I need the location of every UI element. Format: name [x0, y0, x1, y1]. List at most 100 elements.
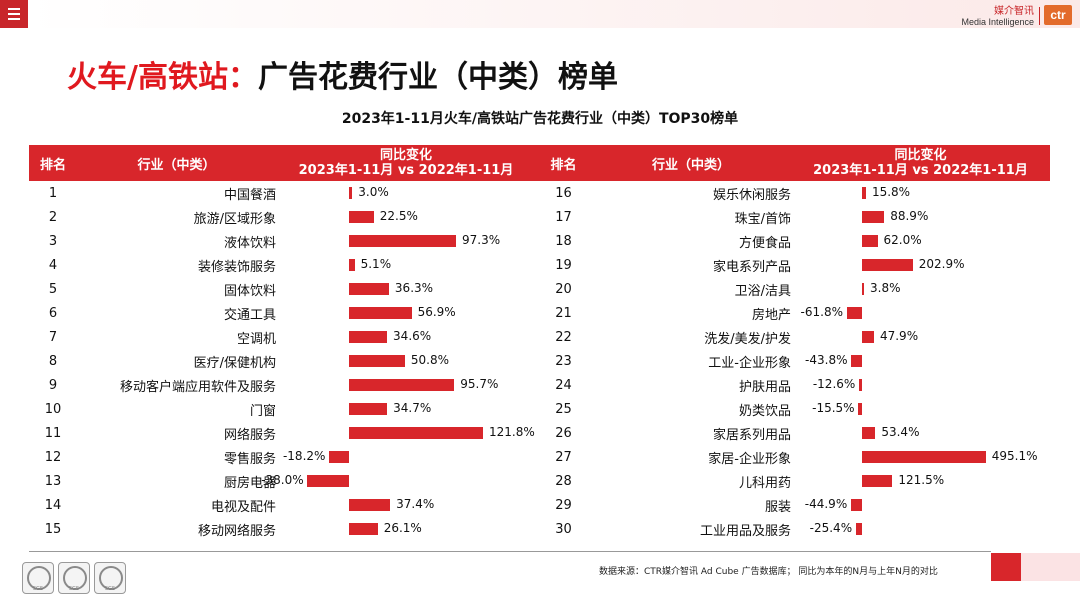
- change-bar: [858, 379, 862, 391]
- change-bar: [349, 355, 405, 367]
- certification-badges: SGS SGS SGS: [22, 562, 126, 594]
- header-rank: 排名: [536, 145, 591, 181]
- footer-divider: [29, 551, 991, 552]
- ranking-table-left: 排名 行业（中类） 同比变化 2023年1-11月 vs 2022年1-11月 …: [29, 145, 536, 541]
- industry-cell: 工业用品及服务: [699, 523, 791, 539]
- menu-button[interactable]: [0, 0, 28, 28]
- table-row: 24 护肤用品 -12.6%: [536, 373, 1050, 397]
- change-label: 34.6%: [393, 329, 432, 343]
- rank-cell: 29: [555, 497, 572, 513]
- industry-cell: 电视及配件: [210, 499, 276, 515]
- sgs-badge-icon: SGS: [58, 562, 90, 594]
- change-cell: 34.7%: [276, 397, 536, 421]
- change-label: -25.4%: [809, 521, 853, 535]
- rank-cell: 24: [555, 377, 572, 393]
- industry-cell: 娱乐休闲服务: [712, 187, 791, 203]
- sgs-badge-icon: SGS: [94, 562, 126, 594]
- header-change-title: 同比变化: [894, 148, 947, 163]
- industry-cell: 洗发/美发/护发: [704, 331, 791, 347]
- change-cell: 37.4%: [276, 493, 536, 517]
- change-label: -38.0%: [261, 473, 304, 487]
- change-bar: [349, 331, 388, 343]
- header-change-period: 2023年1-11月 vs 2022年1-11月: [298, 163, 514, 178]
- change-bar: [858, 403, 862, 415]
- table-row: 25 奶类饮品 -15.5%: [536, 397, 1050, 421]
- change-label: 121.8%: [488, 425, 535, 439]
- change-bar: [862, 259, 913, 271]
- rank-cell: 3: [48, 233, 58, 249]
- change-label: -43.8%: [805, 353, 848, 367]
- header-change: 同比变化 2023年1-11月 vs 2022年1-11月: [791, 145, 1050, 181]
- table-row: 12 零售服务 -18.2%: [29, 445, 536, 469]
- change-label: 5.1%: [360, 257, 392, 271]
- industry-cell: 家居-企业形象: [708, 451, 791, 467]
- ctr-logo: ctr: [1044, 5, 1072, 25]
- table-row: 13 厨房电器 -38.0%: [29, 469, 536, 493]
- rank-cell: 1: [48, 185, 58, 201]
- rank-cell: 9: [48, 377, 58, 393]
- change-label: 37.4%: [396, 497, 435, 511]
- header-change-title: 同比变化: [379, 148, 432, 163]
- industry-cell: 中国餐酒: [223, 187, 276, 203]
- change-cell: 121.5%: [791, 469, 1050, 493]
- change-cell: 95.7%: [276, 373, 536, 397]
- change-cell: 62.0%: [791, 229, 1050, 253]
- table-row: 11 网络服务 121.8%: [29, 421, 536, 445]
- rank-cell: 11: [44, 425, 62, 441]
- page-title: 火车/高铁站：广告花费行业（中类）榜单: [67, 52, 618, 96]
- change-cell: 15.8%: [791, 181, 1050, 205]
- change-label: 62.0%: [883, 233, 922, 247]
- change-bar: [349, 427, 483, 439]
- brand-en: Media Intelligence: [961, 17, 1034, 27]
- change-bar: [349, 211, 374, 223]
- change-bar: [349, 499, 391, 511]
- rank-cell: 5: [48, 281, 58, 297]
- change-label: 34.7%: [393, 401, 432, 415]
- change-label: -12.6%: [812, 377, 856, 391]
- table-header: 排名 行业（中类） 同比变化 2023年1-11月 vs 2022年1-11月: [536, 145, 1050, 181]
- footer-red-block: [991, 553, 1021, 581]
- change-bar: [862, 283, 864, 295]
- change-cell: -12.6%: [791, 373, 1050, 397]
- industry-cell: 门窗: [249, 403, 276, 419]
- rank-cell: 30: [555, 521, 572, 537]
- table-row: 30 工业用品及服务 -25.4%: [536, 517, 1050, 541]
- change-bar: [851, 355, 862, 367]
- industry-cell: 移动网络服务: [197, 523, 276, 539]
- rank-cell: 15: [44, 521, 62, 537]
- change-bar: [862, 451, 986, 463]
- industry-cell: 卫浴/洁具: [734, 283, 791, 299]
- industry-cell: 方便食品: [738, 235, 791, 251]
- table-row: 23 工业-企业形象 -43.8%: [536, 349, 1050, 373]
- rank-cell: 10: [44, 401, 62, 417]
- industry-cell: 家居系列用品: [712, 427, 791, 443]
- change-cell: 202.9%: [791, 253, 1050, 277]
- change-cell: -18.2%: [276, 445, 536, 469]
- table-row: 10 门窗 34.7%: [29, 397, 536, 421]
- sgs-badge-icon: SGS: [22, 562, 54, 594]
- rank-cell: 22: [555, 329, 572, 345]
- change-cell: -44.9%: [791, 493, 1050, 517]
- industry-cell: 护肤用品: [738, 379, 791, 395]
- table-body-left: 1 中国餐酒 3.0% 2 旅游/区域形象 22.5% 3 液体饮料 97.3% 4 装修装饰服务 5…: [29, 181, 536, 541]
- change-cell: -38.0%: [261, 469, 536, 493]
- table-row: 4 装修装饰服务 5.1%: [29, 253, 536, 277]
- change-bar: [349, 283, 389, 295]
- change-bar: [862, 235, 878, 247]
- table-row: 29 服装 -44.9%: [536, 493, 1050, 517]
- change-bar: [349, 307, 412, 319]
- change-label: 22.5%: [379, 209, 418, 223]
- change-label: 495.1%: [991, 449, 1038, 463]
- table-row: 9 移动客户端应用软件及服务 95.7%: [29, 373, 536, 397]
- change-cell: 26.1%: [276, 517, 536, 541]
- change-bar: [349, 379, 455, 391]
- change-bar: [349, 235, 457, 247]
- change-label: 121.5%: [898, 473, 945, 487]
- table-title: 2023年1-11月火车/高铁站广告花费行业（中类）TOP30榜单: [341, 111, 739, 127]
- brand-cn: 媒介智讯: [994, 6, 1034, 17]
- change-label: 53.4%: [881, 425, 920, 439]
- rank-cell: 14: [44, 497, 62, 513]
- change-cell: 47.9%: [791, 325, 1050, 349]
- header-industry: 行业（中类）: [591, 145, 791, 181]
- industry-cell: 奶类饮品: [738, 403, 791, 419]
